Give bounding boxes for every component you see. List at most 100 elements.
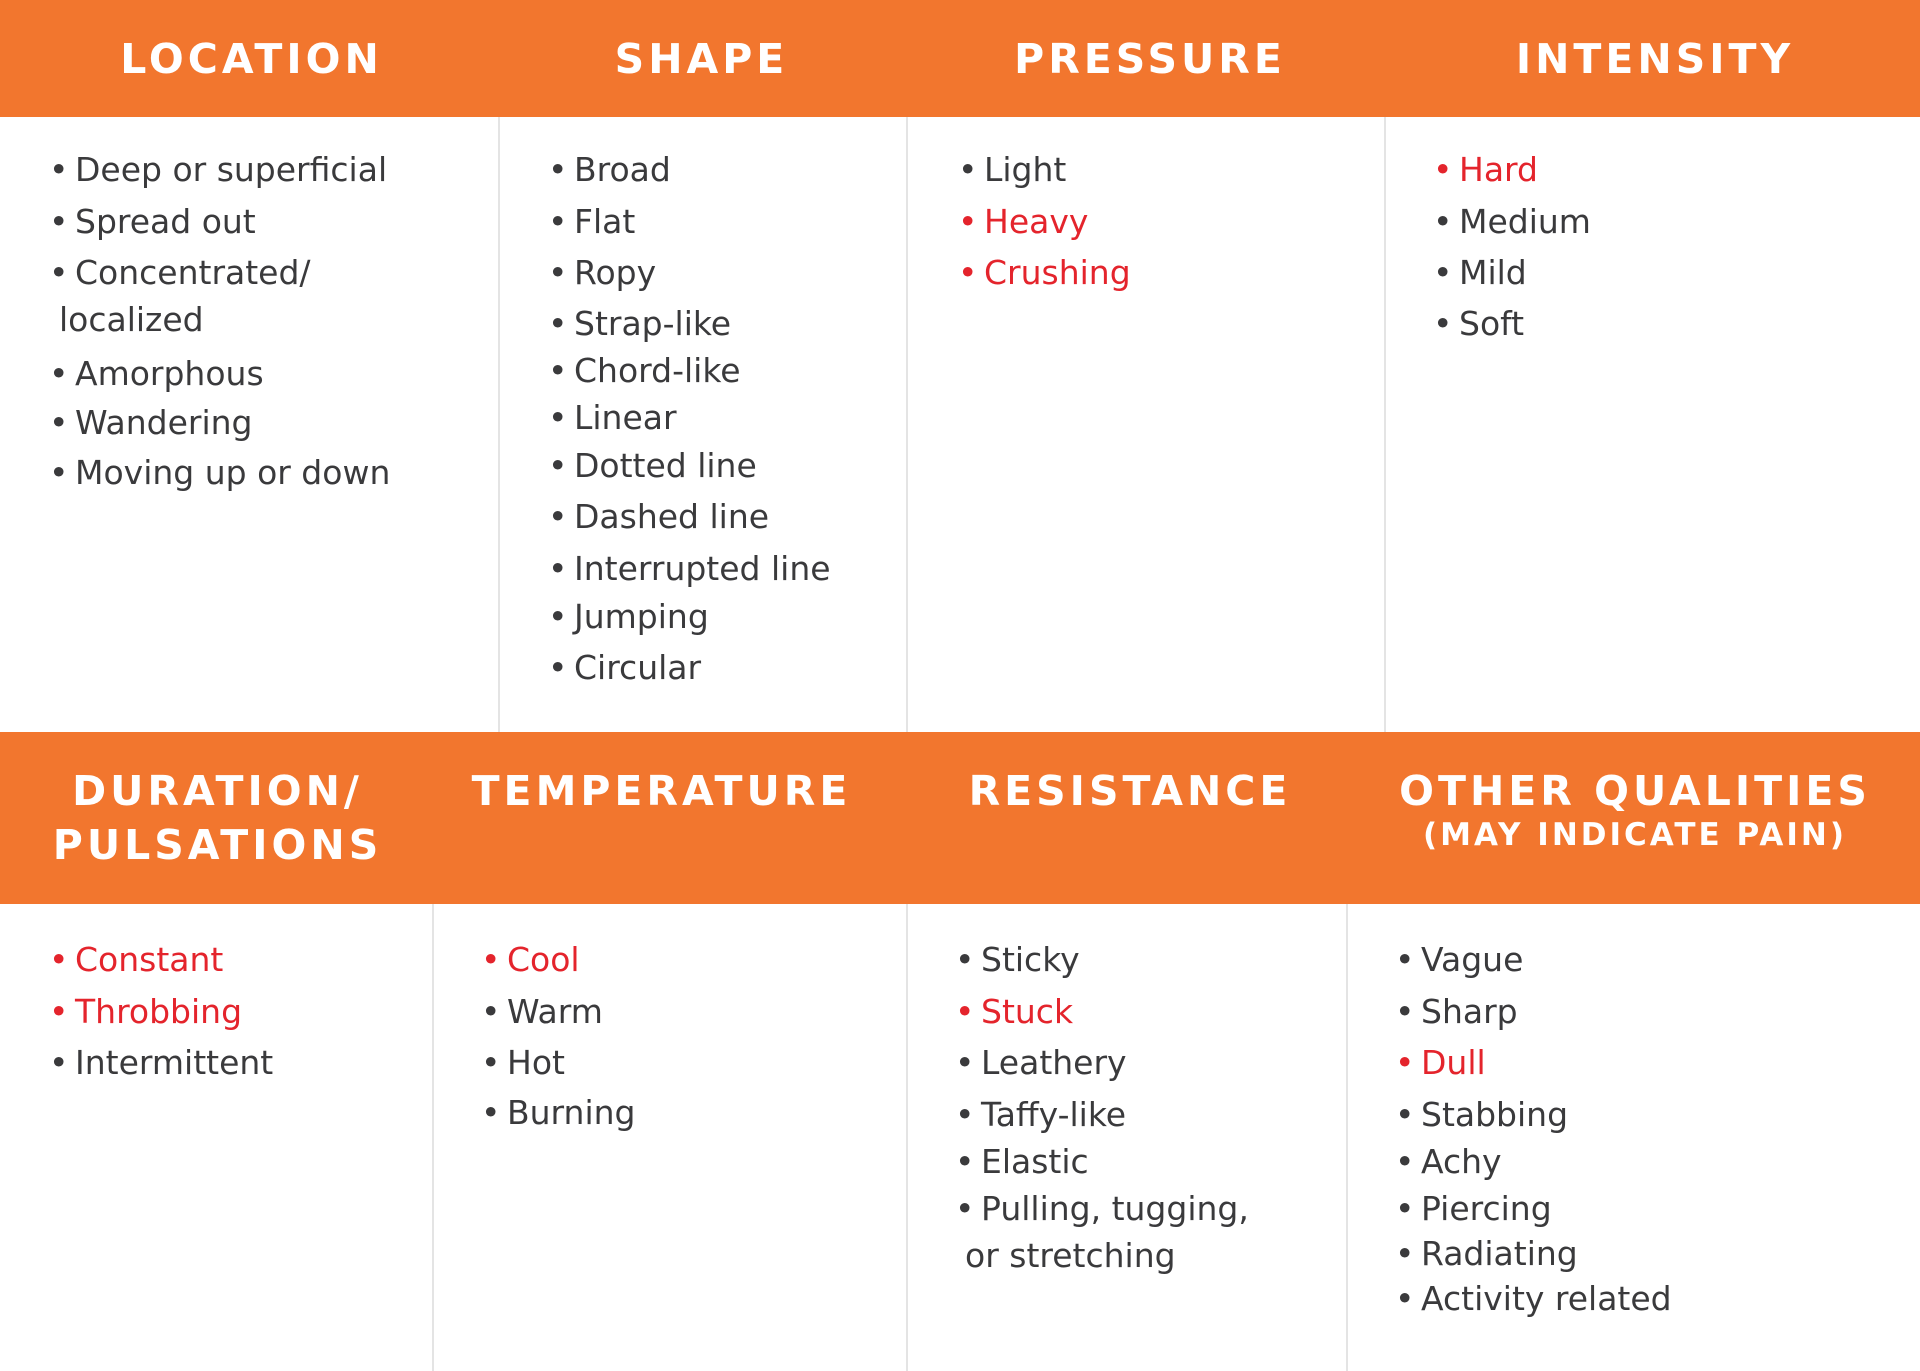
list-item-label: Amorphous: [75, 354, 264, 393]
resistance-header: RESISTANCE: [968, 767, 1292, 815]
bullet-icon: •: [1433, 304, 1453, 343]
shape-header: SHAPE: [614, 35, 789, 83]
list-item-label: Circular: [574, 648, 702, 687]
list-item-label: Constant: [75, 940, 224, 979]
list-item: • Deep or superficial: [49, 150, 387, 190]
bullet-icon: •: [49, 150, 69, 189]
list-item: • Ropy: [548, 253, 656, 293]
divider: [1346, 904, 1348, 1371]
other-qualities-title: OTHER QUALITIES: [1399, 767, 1871, 815]
bullet-icon: •: [955, 1095, 975, 1134]
list-item: • Concentrated/localized: [49, 253, 311, 340]
list-item-label: Elastic: [981, 1142, 1089, 1181]
list-item: • Crushing: [958, 253, 1131, 293]
list-item-label: Leathery: [981, 1043, 1127, 1082]
temperature-header: TEMPERATURE: [471, 767, 852, 815]
list-item: • Dashed line: [548, 497, 769, 537]
list-item-label: Heavy: [984, 202, 1089, 241]
list-item-continuation: localized: [59, 300, 204, 339]
bullet-icon: •: [548, 150, 568, 189]
list-item: • Leathery: [955, 1043, 1127, 1083]
list-item-label: Mild: [1459, 253, 1527, 292]
bullet-icon: •: [548, 648, 568, 687]
bullet-icon: •: [49, 403, 69, 442]
duration-header-line2: PULSATIONS: [52, 821, 383, 869]
bullet-icon: •: [49, 992, 69, 1031]
list-item-label: Dashed line: [574, 497, 770, 536]
list-item: • Amorphous: [49, 354, 264, 394]
list-item: • Piercing: [1395, 1189, 1552, 1229]
list-item: • Throbbing: [49, 992, 242, 1032]
list-item: • Soft: [1433, 304, 1524, 344]
list-item-label: Hard: [1459, 150, 1538, 189]
list-item-label: Stuck: [981, 992, 1074, 1031]
list-item-label: Sticky: [981, 940, 1080, 979]
bullet-icon: •: [1395, 1043, 1415, 1082]
list-item: • Wandering: [49, 403, 253, 443]
divider: [1384, 117, 1386, 732]
bullet-icon: •: [955, 1043, 975, 1082]
bullet-icon: •: [1395, 1279, 1415, 1318]
bullet-icon: •: [481, 1043, 501, 1082]
list-item-label: Dull: [1421, 1043, 1486, 1082]
bullet-icon: •: [1395, 1234, 1415, 1273]
list-item: • Light: [958, 150, 1066, 190]
bullet-icon: •: [958, 150, 978, 189]
list-item-label: Light: [984, 150, 1067, 189]
other-qualities-subtitle: (MAY INDICATE PAIN): [1423, 817, 1847, 853]
bottom-header-band: [0, 732, 1920, 904]
list-item-label: Moving up or down: [75, 453, 391, 492]
list-item: • Hot: [481, 1043, 565, 1083]
list-item: • Circular: [548, 648, 701, 688]
list-item: • Medium: [1433, 202, 1591, 242]
bullet-icon: •: [481, 992, 501, 1031]
list-item-label: Intermittent: [75, 1043, 274, 1082]
list-item: • Taffy-like: [955, 1095, 1126, 1135]
bullet-icon: •: [548, 304, 568, 343]
bullet-icon: •: [49, 354, 69, 393]
list-item: • Heavy: [958, 202, 1088, 242]
bullet-icon: •: [958, 202, 978, 241]
list-item: • Elastic: [955, 1142, 1089, 1182]
list-item-label: Concentrated/: [75, 253, 311, 292]
list-item-label: Interrupted line: [574, 549, 831, 588]
list-item: • Moving up or down: [49, 453, 390, 493]
list-item: • Spread out: [49, 202, 256, 242]
bullet-icon: •: [548, 446, 568, 485]
list-item-label: Taffy-like: [981, 1095, 1127, 1134]
bullet-icon: •: [955, 1189, 975, 1228]
duration-header: DURATION/ PULSATIONS: [0, 764, 435, 872]
bullet-icon: •: [548, 253, 568, 292]
list-item: • Hard: [1433, 150, 1538, 190]
divider: [906, 904, 908, 1371]
list-item-label: Flat: [574, 202, 636, 241]
list-item-label: Crushing: [984, 253, 1131, 292]
location-header: LOCATION: [120, 35, 383, 83]
list-item-label: Warm: [507, 992, 603, 1031]
list-item-label: Dotted line: [574, 446, 757, 485]
list-item: • Jumping: [548, 597, 709, 637]
list-item: • Dotted line: [548, 446, 757, 486]
list-item-label: Hot: [507, 1043, 565, 1082]
bullet-icon: •: [1433, 150, 1453, 189]
bullet-icon: •: [49, 253, 69, 292]
list-item-label: Soft: [1459, 304, 1525, 343]
list-item: • Interrupted line: [548, 549, 831, 589]
bullet-icon: •: [1395, 992, 1415, 1031]
duration-header-line1: DURATION/: [72, 767, 363, 815]
list-item: • Chord-like: [548, 351, 741, 391]
list-item: • Cool: [481, 940, 580, 980]
bullet-icon: •: [49, 453, 69, 492]
bullet-icon: •: [49, 1043, 69, 1082]
list-item: • Stabbing: [1395, 1095, 1568, 1135]
list-item-label: Wandering: [75, 403, 253, 442]
list-item: • Pulling, tugging, or stretching: [955, 1189, 1249, 1276]
list-item-label: Linear: [574, 398, 677, 437]
list-item-label: Burning: [507, 1093, 636, 1132]
list-item: • Stuck: [955, 992, 1073, 1032]
list-item: • Dull: [1395, 1043, 1486, 1083]
list-item: • Sharp: [1395, 992, 1518, 1032]
list-item-label: Medium: [1459, 202, 1591, 241]
bullet-icon: •: [548, 351, 568, 390]
list-item-label: Activity related: [1421, 1279, 1672, 1318]
